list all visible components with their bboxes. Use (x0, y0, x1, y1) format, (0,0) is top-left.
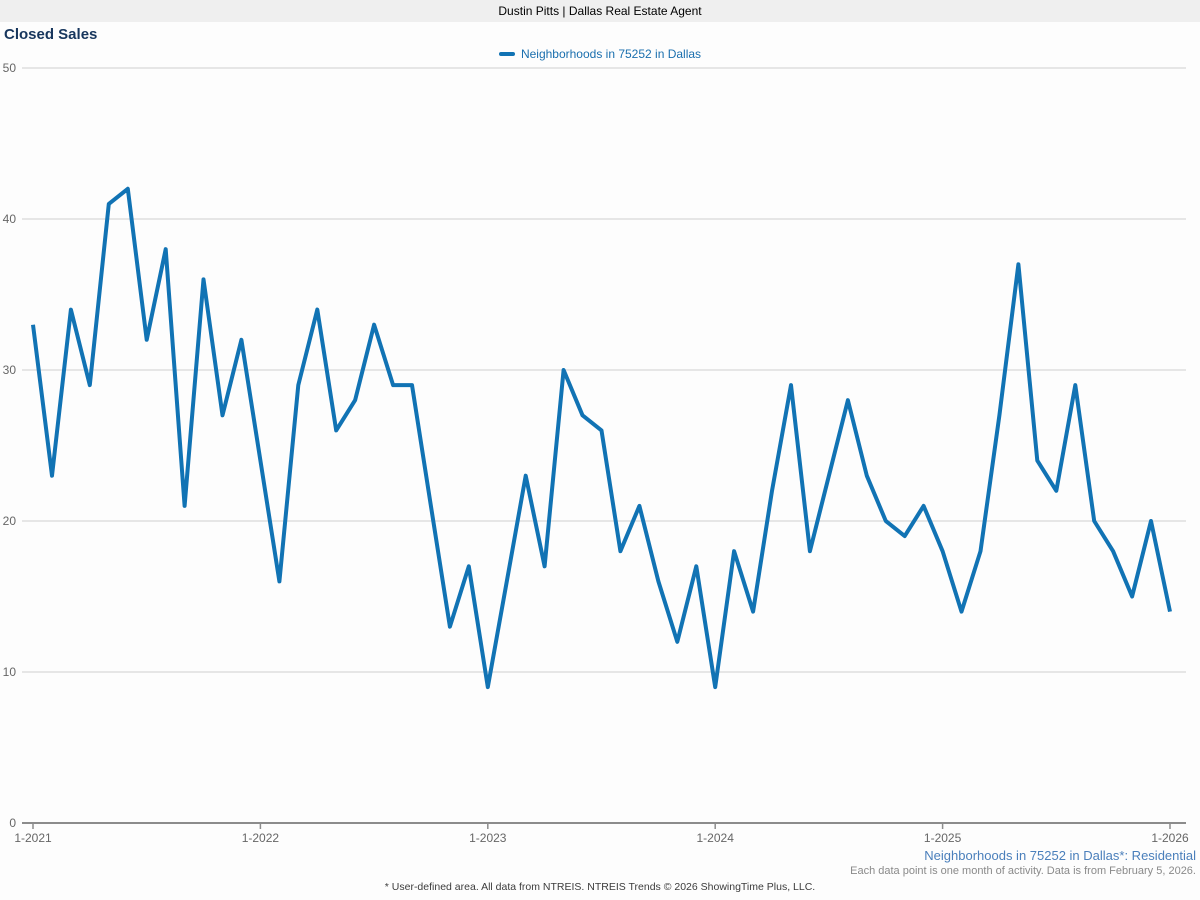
period-footnote: Each data point is one month of activity… (850, 865, 1196, 877)
x-axis-tick-label: 1-2023 (469, 831, 507, 845)
legend-label: Neighborhoods in 75252 in Dallas (520, 47, 702, 61)
y-axis-tick-label: 20 (2, 514, 16, 528)
y-axis-tick-label: 10 (2, 665, 16, 679)
y-axis-tick-label: 30 (2, 363, 16, 377)
y-axis-tick-label: 0 (9, 816, 16, 830)
x-axis-tick-label: 1-2026 (1151, 831, 1189, 845)
series-footnote: Neighborhoods in 75252 in Dallas*: Resid… (924, 848, 1196, 863)
chart-legend: Neighborhoods in 75252 in Dallas (0, 46, 1200, 62)
series-line (31, 186, 1172, 690)
x-axis-tick-label: 1-2022 (241, 831, 280, 845)
page-title: Closed Sales (4, 26, 98, 43)
header-title: Dustin Pitts | Dallas Real Estate Agent (498, 4, 702, 18)
x-axis-tick-label: 1-2021 (14, 831, 52, 845)
disclaimer-footnote: * User-defined area. All data from NTREI… (384, 881, 816, 893)
y-axis-tick-label: 50 (2, 61, 16, 75)
x-axis-tick-label: 1-2025 (923, 831, 962, 845)
legend-line-swatch-icon (498, 52, 515, 56)
header-band: Dustin Pitts | Dallas Real Estate Agent (0, 0, 1200, 22)
y-axis-tick-label: 40 (2, 212, 16, 226)
x-axis-tick-label: 1-2024 (696, 831, 734, 845)
